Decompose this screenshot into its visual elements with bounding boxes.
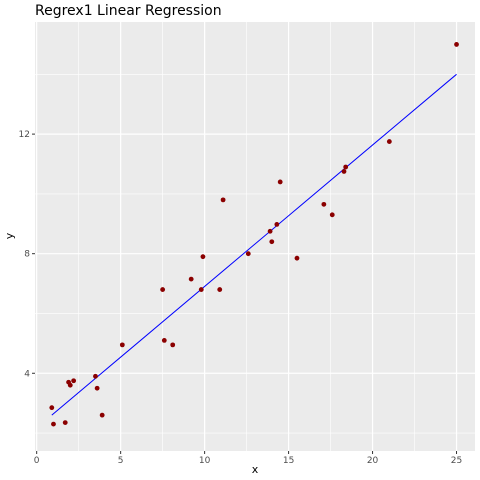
- x-axis-ticks: 0 5 10 15 20 25: [34, 451, 462, 466]
- y-axis-title: y: [3, 232, 16, 239]
- x-tick-label: 25: [451, 456, 462, 466]
- data-point: [269, 239, 275, 245]
- x-tick-label: 20: [367, 456, 379, 466]
- regression-line-group: [51, 73, 457, 416]
- y-tick-label: 12: [19, 130, 30, 140]
- x-axis-title: x: [252, 463, 259, 476]
- data-point: [341, 169, 347, 174]
- data-point: [277, 179, 283, 185]
- data-point: [217, 287, 223, 292]
- y-tick-label: 8: [24, 250, 30, 260]
- data-point: [99, 412, 105, 418]
- data-point: [49, 405, 55, 411]
- data-point: [245, 251, 251, 257]
- plot-panel: [35, 22, 475, 451]
- data-point: [220, 197, 226, 203]
- data-point: [62, 420, 68, 425]
- data-point: [188, 276, 194, 282]
- data-point: [71, 378, 77, 384]
- data-point: [454, 42, 459, 47]
- data-point: [170, 342, 176, 348]
- data-point: [94, 385, 100, 391]
- grid-major: [35, 22, 475, 451]
- data-point: [160, 287, 166, 292]
- data-point: [343, 164, 349, 170]
- x-tick-label: 15: [283, 456, 294, 466]
- data-point: [198, 287, 204, 292]
- y-tick-label: 4: [24, 369, 30, 379]
- chart-title: Regrex1 Linear Regression: [35, 3, 222, 19]
- data-point: [386, 139, 392, 144]
- x-tick-label: 0: [34, 456, 40, 466]
- x-tick-label: 5: [118, 456, 124, 466]
- data-points: [49, 42, 459, 427]
- data-point: [274, 221, 280, 227]
- data-point: [51, 421, 56, 427]
- x-tick-label: 10: [199, 456, 211, 466]
- data-point: [329, 212, 335, 218]
- data-point: [161, 337, 167, 343]
- data-point: [200, 254, 206, 260]
- regression-line: [51, 73, 457, 416]
- data-point: [67, 382, 73, 388]
- data-point: [321, 201, 327, 207]
- data-point: [93, 373, 98, 379]
- grid-minor: [35, 22, 475, 451]
- y-axis-ticks: 4 8 12: [19, 130, 35, 379]
- data-point: [294, 255, 300, 261]
- data-point: [119, 342, 125, 348]
- data-point: [267, 228, 273, 234]
